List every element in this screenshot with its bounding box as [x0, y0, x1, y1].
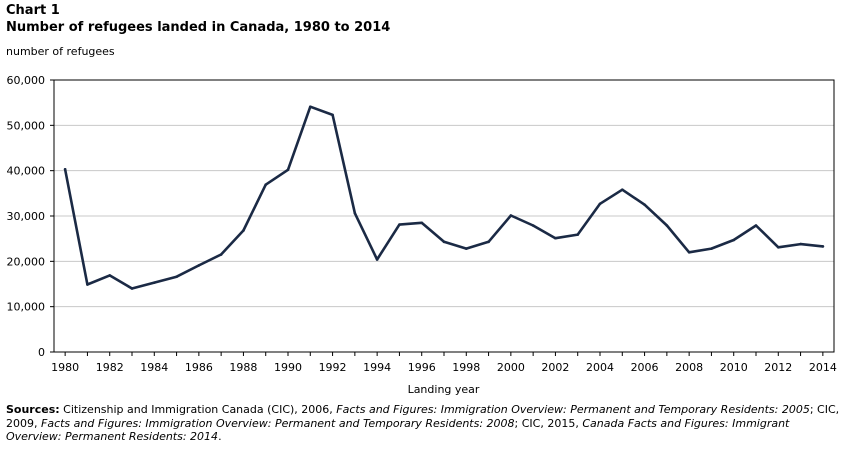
- chart-title: Number of refugees landed in Canada, 198…: [6, 20, 391, 35]
- data-point: [108, 274, 112, 277]
- data-point: [242, 229, 245, 232]
- x-tick-label: 1996: [408, 361, 436, 374]
- sources-note: Sources: Citizenship and Immigration Can…: [6, 403, 846, 444]
- sources-publication-3: Canada Facts and Figures: Immigrant Over…: [6, 416, 790, 444]
- x-tick-label: 2004: [586, 361, 614, 374]
- x-tick-label: 2006: [631, 361, 659, 374]
- data-point: [620, 188, 624, 192]
- y-tick-label: 10,000: [7, 301, 46, 314]
- data-point: [197, 264, 201, 267]
- x-tick-label: 2014: [809, 361, 837, 374]
- y-tick-label: 50,000: [7, 119, 46, 132]
- data-point: [219, 253, 223, 256]
- y-axis-label: number of refugees: [6, 45, 115, 58]
- chart-label: Chart 1: [6, 3, 60, 18]
- data-point: [710, 247, 713, 250]
- x-tick-label: 2010: [720, 361, 748, 374]
- x-tick-label: 1986: [185, 361, 213, 374]
- x-tick-label: 1984: [140, 361, 168, 374]
- data-point: [554, 236, 557, 240]
- data-point: [776, 245, 780, 249]
- data-point: [821, 245, 825, 248]
- y-tick-label: 40,000: [7, 165, 46, 178]
- x-tick-label: 2000: [497, 361, 525, 374]
- data-point: [308, 105, 312, 109]
- x-tick-label: 1988: [229, 361, 257, 374]
- sources-text-2: ; CIC, 2009,: [6, 403, 840, 430]
- x-tick-label: 1998: [452, 361, 480, 374]
- x-tick-label: 1994: [363, 361, 391, 374]
- data-point: [130, 287, 134, 290]
- data-point: [531, 224, 535, 227]
- data-point: [754, 224, 758, 227]
- x-tick-label: 1990: [274, 361, 302, 374]
- data-point: [331, 113, 334, 117]
- sources-label: Sources:: [6, 403, 60, 416]
- sources-text-4: .: [218, 430, 222, 443]
- data-point: [442, 240, 446, 244]
- x-tick-label: 2012: [764, 361, 792, 374]
- data-point: [799, 242, 802, 246]
- x-tick-label: 2002: [541, 361, 569, 374]
- data-point: [152, 281, 156, 284]
- data-point: [264, 183, 268, 187]
- data-point: [86, 283, 89, 286]
- sources-publication-1: Facts and Figures: Immigration Overview:…: [336, 403, 810, 416]
- x-tick-label: 1980: [51, 361, 79, 374]
- sources-publication-2: Facts and Figures: Immigration Overview:…: [41, 416, 515, 430]
- data-point: [687, 250, 691, 254]
- data-point: [353, 211, 357, 215]
- y-tick-label: 30,000: [7, 210, 46, 223]
- x-tick-label: 2008: [675, 361, 703, 374]
- data-point: [576, 233, 580, 236]
- data-point: [487, 240, 490, 244]
- data-point: [175, 275, 178, 279]
- data-point: [509, 214, 513, 217]
- data-point: [63, 168, 67, 171]
- data-point: [643, 203, 646, 206]
- data-point: [732, 238, 736, 242]
- data-point: [398, 223, 401, 226]
- data-point: [598, 202, 602, 206]
- x-tick-label: 1992: [319, 361, 347, 374]
- data-point: [375, 258, 379, 261]
- y-tick-label: 60,000: [7, 74, 46, 87]
- sources-text-1: Citizenship and Immigration Canada (CIC)…: [59, 403, 337, 416]
- data-point: [420, 221, 424, 225]
- sources-text-3: ; CIC, 2015,: [514, 416, 583, 430]
- y-tick-label: 0: [38, 346, 45, 359]
- data-point: [286, 168, 290, 172]
- y-tick-label: 20,000: [7, 255, 46, 268]
- data-point: [665, 224, 669, 227]
- data-point: [464, 247, 468, 250]
- x-tick-label: 1982: [96, 361, 124, 374]
- x-axis-label: Landing year: [407, 383, 480, 396]
